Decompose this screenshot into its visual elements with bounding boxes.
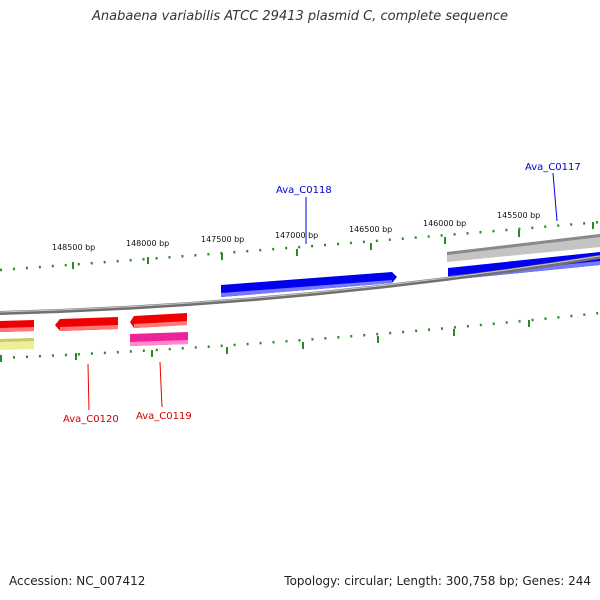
tick-label: 145500 bp xyxy=(497,211,540,220)
gene-left-edge[interactable] xyxy=(0,320,34,332)
outer-tick-track xyxy=(0,220,600,272)
leader-line xyxy=(159,361,163,408)
grey-feature xyxy=(447,234,600,262)
tick-labels: 148500 bp 148000 bp 147500 bp 147000 bp … xyxy=(52,211,540,252)
gene-ava-c0118[interactable] xyxy=(221,272,397,297)
tick-label: 146000 bp xyxy=(423,219,466,228)
gene-label-ava-c0119[interactable]: Ava_C0119 xyxy=(136,411,192,422)
summary-text: Topology: circular; Length: 300,758 bp; … xyxy=(284,574,591,588)
leader-line xyxy=(552,172,558,222)
tick-label: 148500 bp xyxy=(52,243,95,252)
backbone-highlight xyxy=(0,255,600,313)
gene-ava-c0119[interactable] xyxy=(130,313,187,328)
tick-label: 148000 bp xyxy=(126,239,169,248)
map-title: Anabaena variabilis ATCC 29413 plasmid C… xyxy=(92,9,508,24)
tick-label: 146500 bp xyxy=(349,225,392,234)
tick-label: 147500 bp xyxy=(201,235,244,244)
gene-label-ava-c0117[interactable]: Ava_C0117 xyxy=(525,162,581,173)
pink-feature xyxy=(130,332,188,346)
tick-label: 147000 bp xyxy=(275,231,318,240)
gene-label-ava-c0118[interactable]: Ava_C0118 xyxy=(276,185,332,196)
leader-line xyxy=(87,363,90,411)
accession-text: Accession: NC_007412 xyxy=(9,574,146,588)
inner-tick-track xyxy=(0,311,600,362)
gene-label-ava-c0120[interactable]: Ava_C0120 xyxy=(63,414,119,425)
backbone xyxy=(0,255,600,315)
gene-ava-c0120[interactable] xyxy=(55,317,118,331)
yellow-feature xyxy=(0,338,34,350)
